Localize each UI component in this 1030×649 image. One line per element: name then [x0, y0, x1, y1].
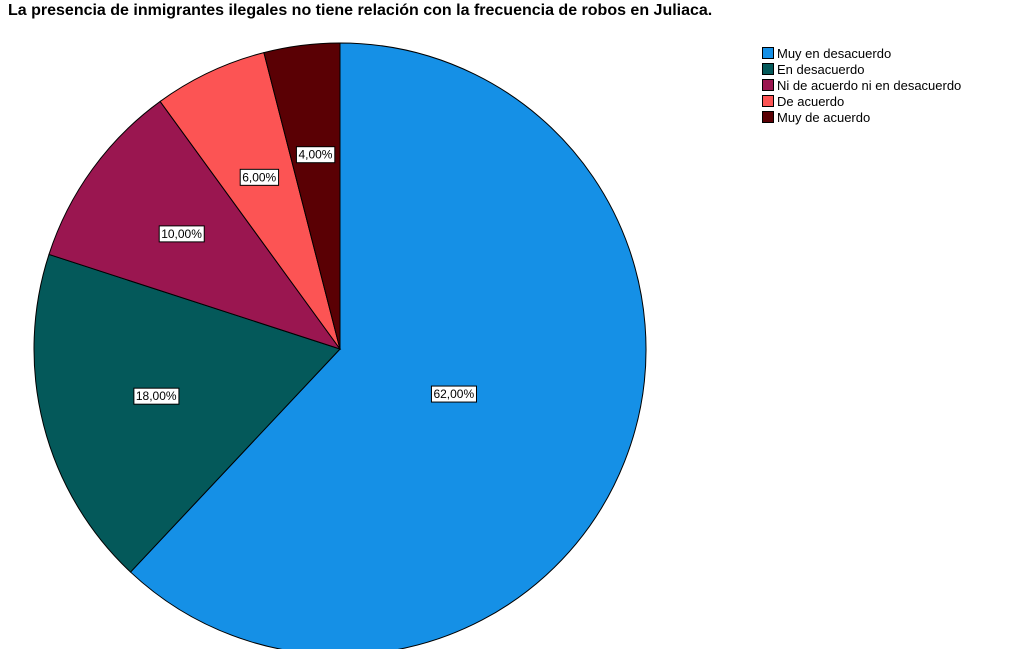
- legend-item-ni-de-acuerdo-ni-en-desacuerdo: Ni de acuerdo ni en desacuerdo: [762, 77, 961, 93]
- pie-slices: [33, 42, 647, 649]
- legend-item-en-desacuerdo: En desacuerdo: [762, 61, 961, 77]
- pie-data-labels: 62,00% 18,00% 10,00% 6,00% 4,00%: [133, 146, 477, 405]
- pie-chart: 62,00% 18,00% 10,00% 6,00% 4,00%: [33, 42, 647, 649]
- data-label-box: [430, 385, 477, 403]
- data-label-en-desacuerdo: 18,00%: [133, 387, 180, 405]
- data-label-muy-de-acuerdo: 4,00%: [295, 146, 336, 164]
- data-label-box: [133, 387, 180, 405]
- data-label-box: [158, 225, 205, 243]
- legend-item-de-acuerdo: De acuerdo: [762, 93, 961, 109]
- legend-label: Ni de acuerdo ni en desacuerdo: [777, 77, 962, 93]
- data-label-text: 10,00%: [161, 227, 202, 241]
- data-label-ni-de-acuerdo-ni-en-desacuerdo: 10,00%: [158, 225, 205, 243]
- legend-item-muy-de-acuerdo: Muy de acuerdo: [762, 109, 961, 125]
- chart-title: La presencia de inmigrantes ilegales no …: [8, 2, 713, 19]
- legend-swatch: [762, 63, 774, 75]
- legend-item-muy-en-desacuerdo: Muy en desacuerdo: [762, 45, 961, 61]
- pie-slice-ni-de-acuerdo-ni-en-desacuerdo: [48, 100, 342, 350]
- legend-swatch: [762, 47, 774, 59]
- legend-label: En desacuerdo: [777, 61, 865, 77]
- data-label-text: 18,00%: [136, 389, 177, 403]
- legend-label: Muy de acuerdo: [777, 109, 871, 125]
- pie-slice-muy-de-acuerdo: [263, 42, 341, 350]
- pie-slice-en-desacuerdo: [33, 253, 341, 573]
- legend-swatch: [762, 95, 774, 107]
- legend-label: Muy en desacuerdo: [777, 45, 892, 61]
- data-label-muy-en-desacuerdo: 62,00%: [430, 385, 477, 403]
- data-label-text: 62,00%: [433, 387, 474, 401]
- legend: Muy en desacuerdo En desacuerdo Ni de acue…: [762, 45, 961, 125]
- data-label-de-acuerdo: 6,00%: [239, 168, 280, 186]
- legend-swatch: [762, 111, 774, 123]
- data-label-box: [295, 146, 336, 164]
- pie-slice-muy-en-desacuerdo: [129, 42, 647, 649]
- data-label-text: 4,00%: [298, 148, 332, 162]
- data-label-text: 6,00%: [242, 170, 276, 184]
- legend-swatch: [762, 79, 774, 91]
- data-label-box: [239, 168, 280, 186]
- legend-label: De acuerdo: [777, 93, 845, 109]
